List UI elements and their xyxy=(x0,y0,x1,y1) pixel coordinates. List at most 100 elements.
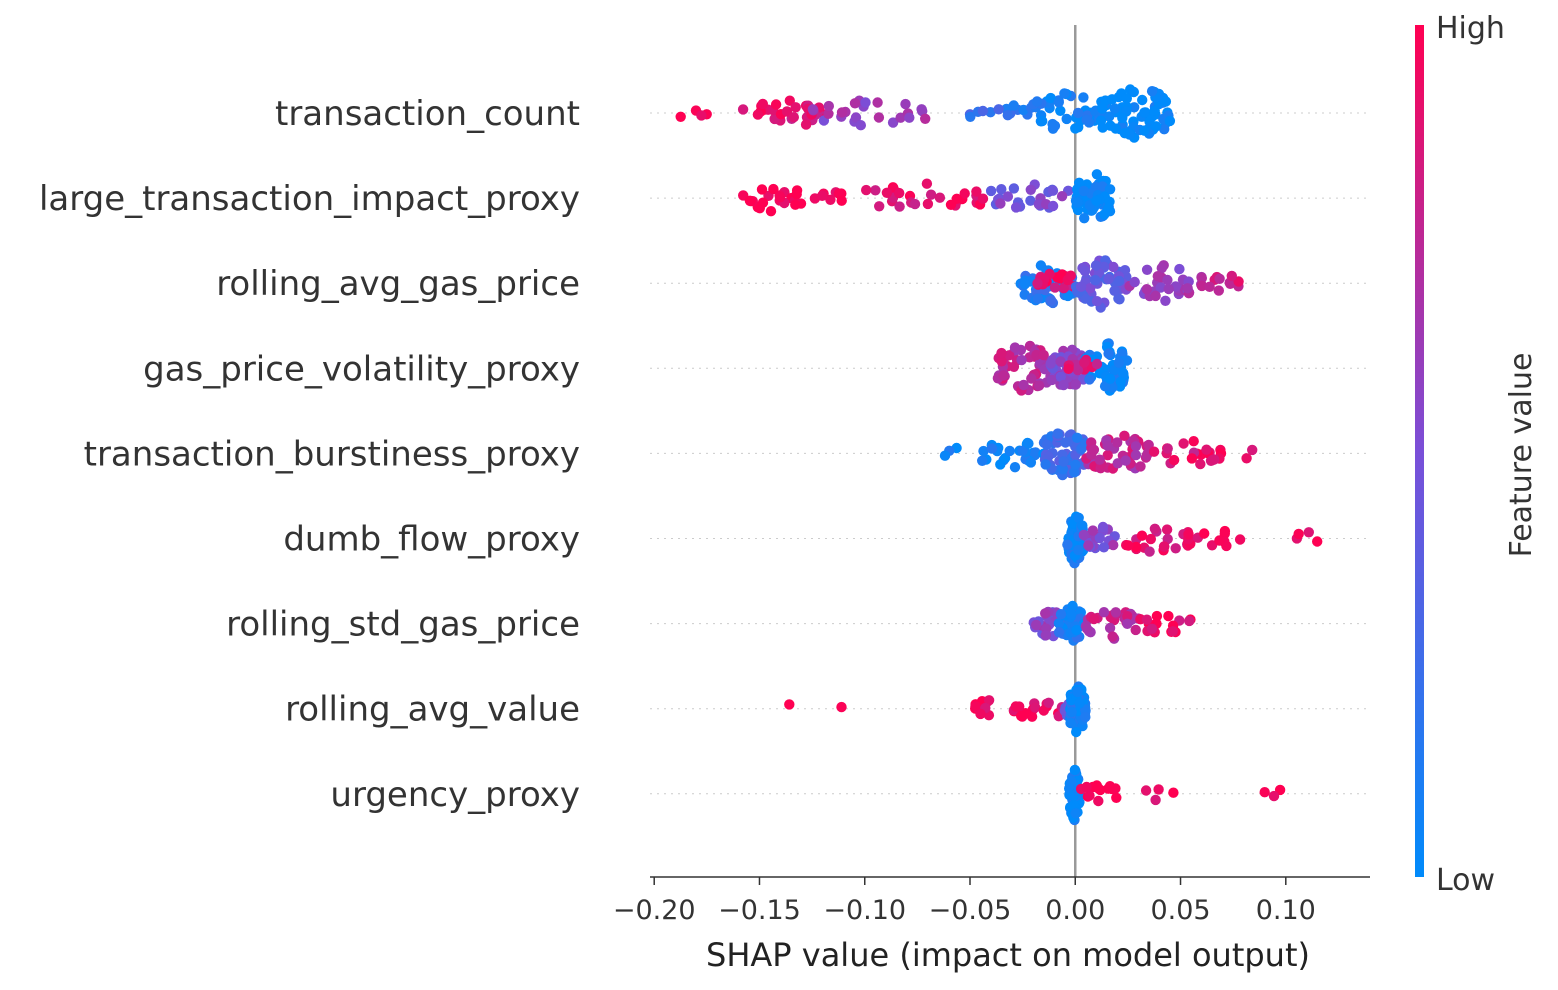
shap-dot xyxy=(1214,273,1225,284)
shap-dot xyxy=(1072,204,1084,216)
shap-dot xyxy=(1062,290,1074,302)
shap-dot xyxy=(1073,544,1084,556)
feature-label: transaction_burstiness_proxy xyxy=(84,434,580,474)
shap-dot xyxy=(894,187,905,199)
shap-dot xyxy=(1207,454,1218,466)
shap-dot xyxy=(925,189,937,200)
shap-dot xyxy=(1052,428,1064,439)
shap-dot xyxy=(1097,521,1109,533)
shap-dot xyxy=(817,190,828,201)
shap-dot xyxy=(1037,115,1048,127)
shap-dot xyxy=(1293,528,1304,540)
shap-dot xyxy=(800,119,812,130)
feature-label: transaction_count xyxy=(275,94,580,134)
shap-dot xyxy=(1009,462,1021,473)
shap-dot xyxy=(1120,455,1131,466)
shap-dot xyxy=(1109,103,1121,114)
shap-dot xyxy=(1118,368,1129,379)
beeswarm-dots xyxy=(675,84,1323,826)
shap-dot xyxy=(790,102,801,113)
shap-dot xyxy=(1055,356,1066,367)
shap-dot xyxy=(790,199,801,210)
shap-dot xyxy=(1114,275,1125,287)
shap-dot xyxy=(1094,454,1105,465)
shap-dot xyxy=(1066,609,1077,620)
shap-dot xyxy=(1225,278,1236,289)
shap-dot xyxy=(995,198,1006,209)
shap-dot xyxy=(977,105,989,117)
shap-dot xyxy=(1247,444,1258,456)
shap-dot xyxy=(1104,184,1116,195)
shap-dot xyxy=(921,178,933,189)
feature-labels: transaction_count large_transaction_impac… xyxy=(39,94,580,815)
shap-dot xyxy=(1170,543,1181,554)
shap-dot xyxy=(1129,276,1140,288)
shap-dot xyxy=(1108,261,1119,273)
colorbar-title: Feature value xyxy=(1504,353,1539,558)
shap-dot xyxy=(904,112,915,123)
shap-dot xyxy=(1081,114,1092,126)
shap-dot xyxy=(1040,608,1051,619)
shap-dot xyxy=(1053,97,1065,108)
shap-dot xyxy=(1025,184,1037,195)
shap-dot xyxy=(1102,440,1113,451)
shap-dot xyxy=(1123,540,1134,551)
shap-dot xyxy=(1030,702,1041,713)
shap-dot xyxy=(1186,453,1198,464)
shap-dot xyxy=(978,445,989,457)
shap-dot xyxy=(1070,459,1081,470)
shap-dot xyxy=(752,109,764,120)
shap-dot xyxy=(1107,631,1118,642)
shap-dot xyxy=(1088,444,1100,455)
shap-dot xyxy=(1139,107,1150,118)
shap-dot xyxy=(1085,283,1096,294)
shap-dot xyxy=(1093,795,1104,807)
shap-dot xyxy=(1150,794,1161,806)
shap-dot xyxy=(850,112,862,123)
shap-dot xyxy=(1174,263,1185,275)
shap-dot xyxy=(971,186,982,197)
shap-dot xyxy=(1063,363,1074,374)
shap-dot xyxy=(1259,787,1270,798)
shap-dot xyxy=(1113,357,1125,368)
shap-dot xyxy=(1204,281,1215,292)
shap-dot xyxy=(1080,293,1091,304)
shap-dot xyxy=(1088,613,1100,625)
shap-dot xyxy=(874,201,885,212)
shap-dot xyxy=(823,108,834,120)
shap-dot xyxy=(939,450,951,461)
shap-dot xyxy=(1163,610,1174,622)
shap-dot xyxy=(1128,86,1140,98)
shap-dot xyxy=(1075,281,1087,292)
shap-dot xyxy=(756,184,768,195)
shap-dot xyxy=(1151,610,1163,622)
shap-dot xyxy=(1156,262,1168,274)
shap-dot xyxy=(998,370,1009,381)
shap-dot xyxy=(1098,607,1110,618)
shap-dot xyxy=(959,188,970,199)
shap-dot xyxy=(696,110,707,121)
shap-dot xyxy=(1033,199,1045,210)
shap-dot xyxy=(1182,283,1193,294)
shap-dot xyxy=(1071,624,1082,636)
x-axis-title: SHAP value (impact on model output) xyxy=(706,936,1310,974)
shap-dot xyxy=(1040,459,1051,470)
shap-dot xyxy=(1104,111,1115,122)
shap-dot xyxy=(1056,191,1068,202)
shap-dot xyxy=(1061,113,1072,125)
shap-dot xyxy=(1073,512,1084,523)
shap-dot xyxy=(1168,454,1180,466)
shap-dot xyxy=(861,184,872,196)
shap-dot xyxy=(1130,449,1142,461)
shap-dot xyxy=(996,356,1007,367)
shap-dot xyxy=(1089,274,1101,286)
x-tick-label: −0.05 xyxy=(929,895,1012,926)
shap-dot xyxy=(1002,110,1013,121)
shap-dot xyxy=(1043,697,1054,708)
shap-dot xyxy=(737,104,749,115)
shap-dot xyxy=(823,100,834,112)
shap-dot xyxy=(1106,94,1118,105)
shap-dot xyxy=(1047,200,1059,212)
shap-dot xyxy=(996,184,1007,195)
shap-dot xyxy=(916,104,927,115)
